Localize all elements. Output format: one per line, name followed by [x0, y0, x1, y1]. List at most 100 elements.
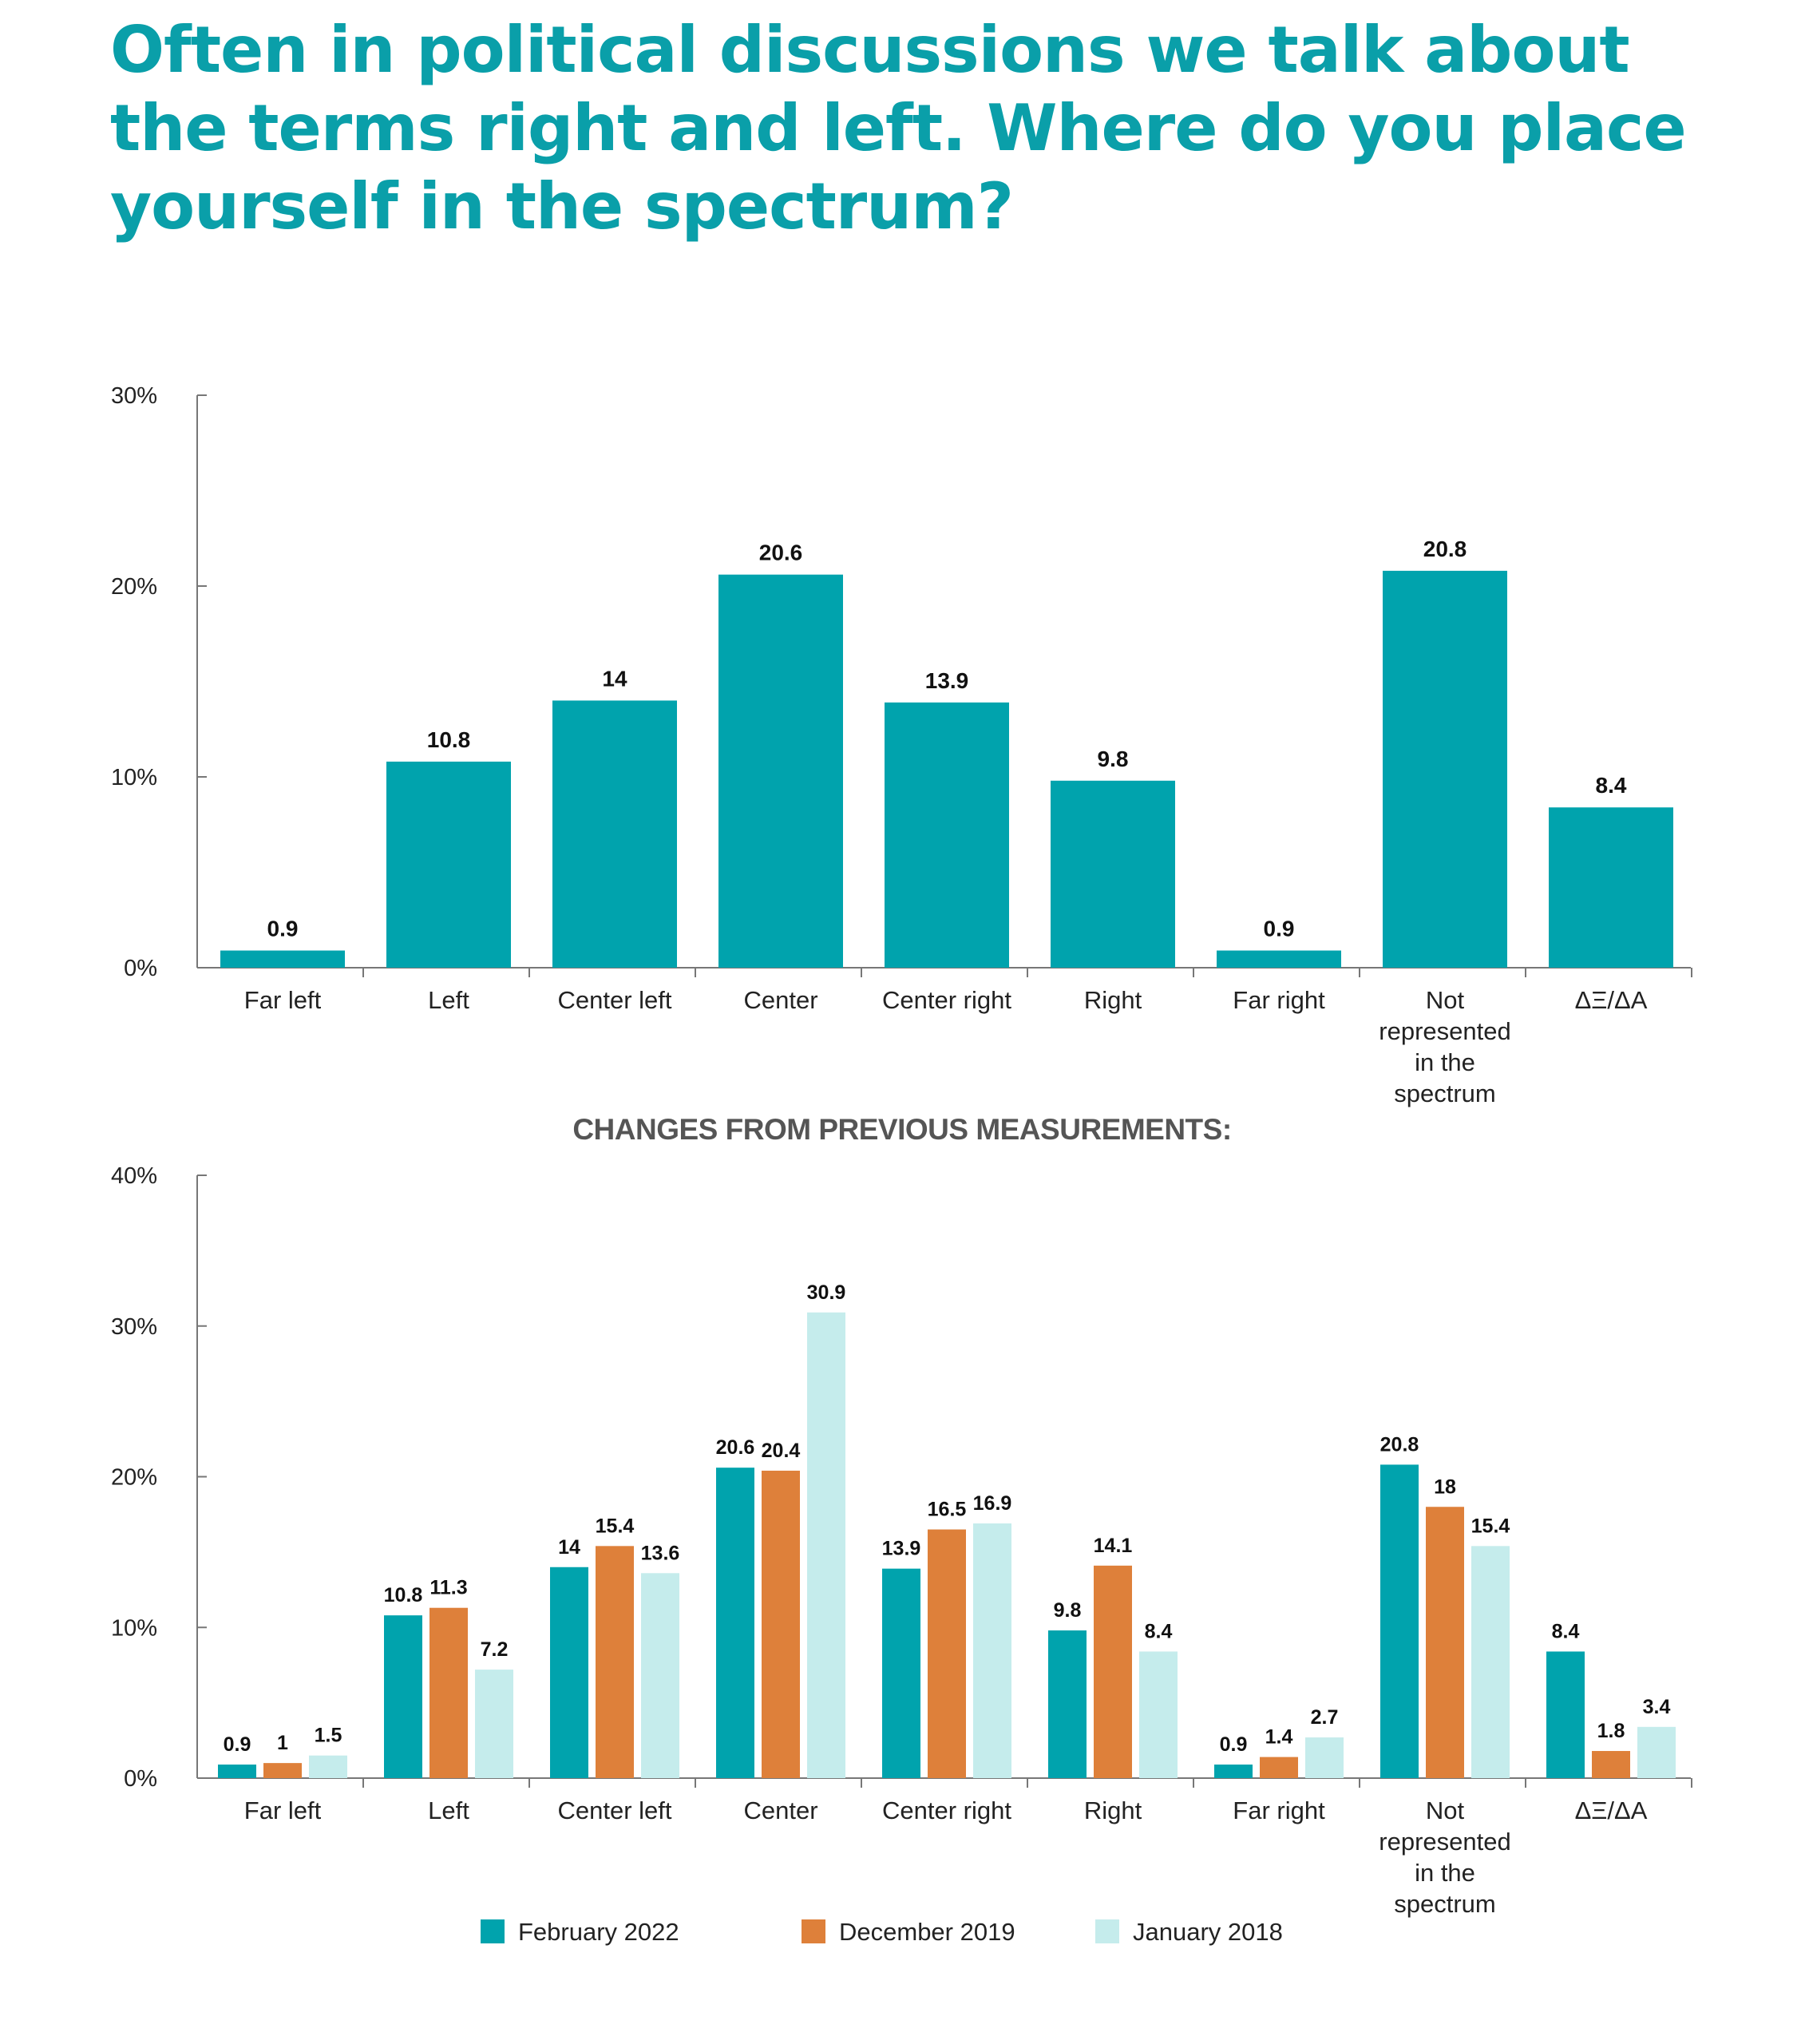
bar: [1048, 1630, 1087, 1778]
data-label: 30.9: [807, 1281, 846, 1304]
y-tick-label: 30%: [111, 1314, 157, 1340]
bar: [1426, 1507, 1464, 1778]
data-label: 14.1: [1094, 1535, 1133, 1557]
bar: [973, 1523, 1011, 1778]
x-tick-label: Right: [1084, 986, 1142, 1014]
x-tick-label: Not: [1426, 1796, 1465, 1824]
y-tick-label: 30%: [111, 383, 157, 409]
data-label: 0.9: [1220, 1733, 1248, 1756]
bar: [1380, 1464, 1419, 1778]
legend-swatch: [802, 1919, 825, 1943]
bar: [1592, 1751, 1630, 1778]
data-label: 18: [1434, 1476, 1456, 1498]
x-tick-label: Center left: [557, 1796, 671, 1824]
x-tick-label: in the: [1415, 1859, 1475, 1887]
x-tick-label: Center right: [882, 1796, 1011, 1824]
data-label: 20.4: [762, 1440, 801, 1462]
bar: [384, 1615, 422, 1778]
bar: [1139, 1651, 1178, 1778]
data-label: 11.3: [429, 1577, 467, 1599]
legend-swatch: [481, 1919, 505, 1943]
x-tick-label: Far right: [1233, 986, 1325, 1014]
data-label: 13.9: [882, 1538, 921, 1560]
data-label: 10.8: [384, 1584, 423, 1606]
x-tick-label: ΔΞ/ΔΑ: [1575, 1796, 1648, 1824]
data-label: 1: [277, 1732, 288, 1754]
bar: [1471, 1546, 1510, 1778]
x-tick-label: Left: [428, 986, 469, 1014]
data-label: 9.8: [1054, 1599, 1082, 1622]
x-tick-label: Far left: [244, 986, 322, 1014]
data-label: 7.2: [481, 1638, 509, 1661]
legend-swatch: [1095, 1919, 1119, 1943]
y-tick-label: 10%: [111, 1615, 157, 1641]
bar: [1383, 570, 1507, 968]
data-label: 1.5: [315, 1725, 342, 1747]
bar: [1051, 780, 1175, 968]
data-label: 13.9: [925, 668, 969, 693]
x-tick-label: represented: [1379, 1017, 1510, 1045]
bar: [1094, 1565, 1132, 1778]
data-label: 8.4: [1552, 1620, 1580, 1642]
legend-label: February 2022: [518, 1918, 679, 1946]
x-tick-label: Center right: [882, 986, 1011, 1014]
x-tick-label: Far right: [1233, 1796, 1325, 1824]
data-label: 20.6: [759, 541, 803, 565]
y-tick-label: 20%: [111, 574, 157, 600]
data-label: 8.4: [1145, 1620, 1173, 1642]
bar: [807, 1312, 845, 1778]
bar: [1546, 1651, 1585, 1778]
x-tick-label: spectrum: [1394, 1079, 1495, 1107]
y-tick-label: 20%: [111, 1465, 157, 1491]
chart-title: Often in political discussions we talk a…: [110, 13, 1687, 244]
data-label: 16.9: [973, 1492, 1012, 1515]
x-tick-label: Far left: [244, 1796, 322, 1824]
x-tick-label: ΔΞ/ΔΑ: [1575, 986, 1648, 1014]
data-label: 20.6: [716, 1436, 755, 1459]
data-label: 1.4: [1265, 1726, 1293, 1749]
x-tick-label: in the: [1415, 1048, 1475, 1076]
bar: [641, 1573, 679, 1778]
x-tick-label: Center left: [557, 986, 671, 1014]
x-tick-label: represented: [1379, 1828, 1510, 1856]
data-label: 15.4: [1471, 1515, 1510, 1537]
bar: [718, 574, 843, 968]
y-tick-label: 10%: [111, 765, 157, 790]
data-label: 15.4: [596, 1515, 635, 1537]
x-tick-label: spectrum: [1394, 1890, 1495, 1918]
bar: [220, 950, 345, 968]
data-label: 14: [558, 1536, 580, 1559]
data-label: 0.9: [1264, 916, 1295, 941]
bar: [263, 1763, 302, 1778]
data-label: 16.5: [928, 1499, 967, 1521]
data-label: 0.9: [267, 916, 299, 941]
bar: [1549, 807, 1673, 968]
bar: [1217, 950, 1341, 968]
bar: [928, 1529, 966, 1778]
x-tick-label: Left: [428, 1796, 469, 1824]
bar: [1260, 1757, 1298, 1778]
bar: [386, 761, 511, 968]
data-label: 0.9: [224, 1733, 251, 1756]
bar: [1214, 1765, 1253, 1778]
bar: [762, 1470, 800, 1778]
data-label: 1.8: [1597, 1720, 1625, 1742]
data-label: 2.7: [1311, 1706, 1339, 1729]
data-label: 8.4: [1596, 773, 1627, 798]
legend-label: December 2019: [839, 1918, 1015, 1946]
bar: [475, 1670, 513, 1778]
bar: [550, 1567, 588, 1778]
y-tick-label: 0%: [124, 956, 157, 981]
data-label: 3.4: [1643, 1696, 1671, 1718]
data-label: 20.8: [1380, 1433, 1419, 1456]
bar: [596, 1546, 634, 1778]
bar: [552, 700, 677, 968]
bar: [882, 1568, 920, 1778]
legend-label: January 2018: [1133, 1918, 1283, 1946]
y-tick-label: 0%: [124, 1766, 157, 1792]
x-tick-label: Center: [743, 1796, 817, 1824]
bar: [429, 1607, 468, 1778]
chart-subtitle: CHANGES FROM PREVIOUS MEASUREMENTS:: [572, 1113, 1231, 1146]
data-label: 14: [602, 666, 627, 691]
